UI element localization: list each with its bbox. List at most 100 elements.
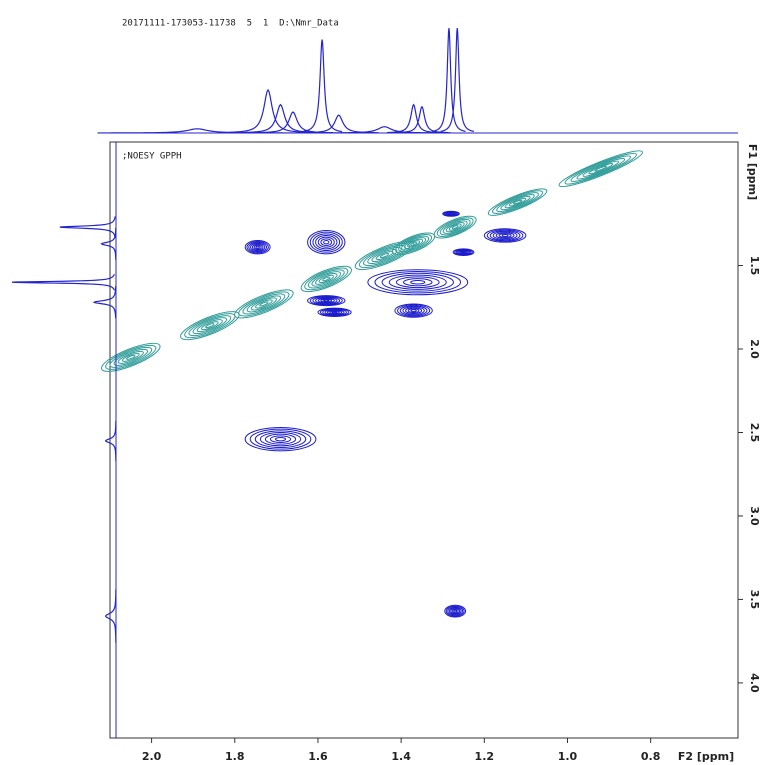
contour: [367, 247, 402, 265]
contour: [410, 279, 426, 285]
contour: [407, 240, 421, 248]
contour: [264, 433, 297, 445]
contour: [315, 234, 338, 250]
contour: [269, 435, 292, 444]
contour: [594, 165, 608, 172]
contour: [315, 297, 338, 304]
contour: [251, 243, 264, 251]
contour: [374, 271, 462, 294]
contour: [450, 608, 461, 615]
contour: [582, 160, 620, 177]
contour: [248, 241, 268, 253]
contour: [453, 609, 458, 613]
contour: [323, 239, 330, 245]
contour: [244, 426, 317, 452]
contour: [259, 301, 269, 307]
contour: [433, 215, 477, 239]
contour: [323, 299, 330, 302]
contour: [101, 342, 161, 372]
contour: [274, 436, 287, 442]
contour: [307, 229, 346, 255]
contour: [109, 346, 153, 368]
contour: [451, 608, 459, 614]
contour: [436, 217, 474, 237]
contour: [483, 228, 527, 243]
contour: [113, 348, 149, 366]
contour: [448, 607, 462, 615]
contour: [570, 155, 632, 182]
contour: [255, 299, 273, 309]
contour: [388, 274, 447, 290]
annotation: ;NOESY GPPH: [122, 152, 182, 162]
contour: [180, 311, 240, 341]
contour: [329, 310, 340, 314]
contour: [410, 241, 418, 246]
y-tick-label: 1.5: [748, 256, 761, 276]
contour: [309, 231, 343, 253]
f2-projection-peak: [298, 114, 379, 134]
contour: [312, 296, 341, 305]
contour: [238, 291, 290, 317]
contour: [410, 309, 417, 313]
contour: [367, 269, 469, 296]
contour: [242, 293, 286, 315]
contour: [512, 199, 523, 205]
f1-projection-peak: [100, 227, 117, 260]
contour: [398, 235, 430, 253]
contour: [246, 295, 282, 313]
contour: [317, 236, 335, 248]
contour: [324, 309, 345, 316]
x-tick-label: 2.0: [142, 750, 162, 763]
y-tick-label: 3.5: [748, 590, 761, 610]
contour: [403, 278, 433, 287]
contour: [117, 350, 144, 364]
contour: [404, 238, 424, 249]
contour: [244, 239, 271, 255]
x-tick-label: 1.8: [225, 750, 245, 763]
f2-projection-peak: [432, 27, 466, 132]
contour: [192, 317, 228, 335]
contour: [492, 231, 518, 240]
contour: [381, 272, 454, 292]
contour: [442, 220, 468, 234]
contour: [452, 248, 475, 257]
contour: [317, 297, 335, 304]
contour: [234, 289, 294, 319]
contour: [322, 308, 347, 316]
contour: [448, 223, 462, 231]
contour: [320, 298, 333, 303]
f2-projection-peak: [386, 103, 441, 134]
y-tick-label: 2.5: [748, 423, 761, 443]
contour: [314, 272, 338, 285]
x-tick-label: 1.4: [391, 750, 411, 763]
contour: [451, 225, 459, 230]
contour: [508, 197, 527, 207]
contour: [501, 234, 509, 237]
contour: [250, 242, 266, 252]
contour: [399, 305, 428, 316]
contour: [300, 265, 352, 293]
contour: [358, 243, 411, 269]
contour: [246, 240, 269, 254]
contour: [322, 276, 331, 282]
contour: [461, 251, 466, 254]
contour: [326, 309, 343, 315]
contour: [395, 276, 440, 289]
f2-projection-peak: [317, 126, 452, 134]
contour: [255, 245, 260, 249]
contour: [445, 605, 465, 617]
contour: [489, 230, 521, 241]
x-axis-label: F2 [ppm]: [678, 750, 734, 763]
chart-title: 20171111-173053-11738 5 1 D:\Nmr_Data: [122, 19, 339, 29]
f2-projection-peak: [395, 105, 449, 134]
contour: [558, 150, 643, 188]
contour: [307, 269, 345, 289]
contour: [492, 190, 544, 214]
contour: [442, 210, 460, 217]
contour: [317, 307, 352, 317]
contour: [304, 267, 349, 291]
x-tick-label: 0.8: [641, 750, 661, 763]
contour: [397, 304, 431, 317]
